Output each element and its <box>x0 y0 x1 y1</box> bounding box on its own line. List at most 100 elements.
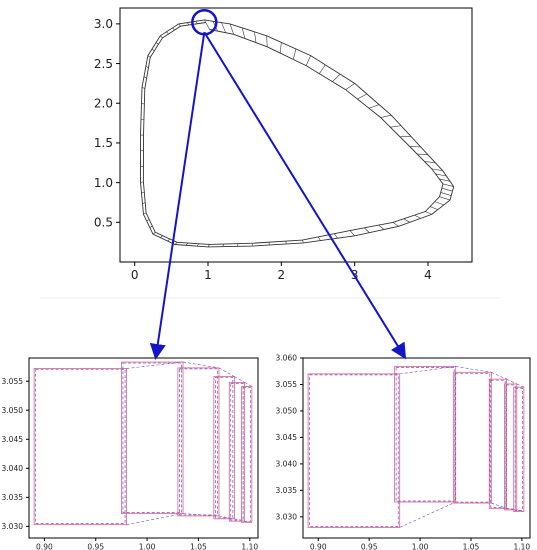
x-tick-label: 1.05 <box>463 543 480 550</box>
series-band-tick <box>143 212 147 215</box>
zoom-box-solid <box>307 373 401 528</box>
series-band-tick <box>160 35 163 39</box>
series-band-tick <box>186 22 190 26</box>
y-tick-label: 3.050 <box>2 406 24 415</box>
x-tick-label: 0.95 <box>361 543 378 550</box>
series-band-tick <box>141 102 145 105</box>
zoom-box-solid <box>121 361 184 515</box>
series-band-tick <box>434 201 444 206</box>
y-tick-label: 1.0 <box>94 176 113 190</box>
series-band-tick <box>439 178 451 182</box>
zoom-box-solid <box>453 371 492 504</box>
x-tick-label: 1.00 <box>139 543 156 550</box>
zoom-connector-bottom <box>399 501 456 528</box>
zoom-box-dashed <box>242 387 251 522</box>
callout-arrows <box>149 31 407 360</box>
zoom-box-dashed <box>35 369 126 524</box>
zoom-box-solid <box>504 383 518 511</box>
zoom-box-solid <box>213 376 235 520</box>
y-tick-label: 3.045 <box>2 435 24 444</box>
series-band-tick <box>149 225 153 228</box>
series-band-tick <box>424 161 436 164</box>
zoom-chart-left: 0.90 0.95 1.00 1.05 1.10 3.030 3.035 3.040 3.045… <box>2 357 259 550</box>
zoom-box-solid <box>241 386 253 523</box>
zoom-box-solid <box>177 367 220 517</box>
series-band-tick <box>172 27 175 31</box>
series-band-tick <box>141 191 145 194</box>
series-band-tick <box>167 238 171 242</box>
series-band-tick <box>241 27 246 39</box>
zoom-box-dashed <box>309 374 399 527</box>
series-band-tick <box>207 244 210 248</box>
y-tick-label: 3.040 <box>2 464 24 473</box>
main-chart: 012340.51.01.52.02.53.0 <box>94 7 473 282</box>
series-band-tick <box>357 93 368 100</box>
y-tick-label: 3.035 <box>276 486 298 495</box>
series-band-tick <box>345 83 355 90</box>
y-tick-label: 3.030 <box>2 522 24 531</box>
x-tick-label: 4 <box>424 268 432 282</box>
x-tick-label: 1 <box>204 268 212 282</box>
y-tick-label: 3.035 <box>2 493 24 502</box>
zoom-connector-top <box>491 372 507 380</box>
series-band-tick <box>435 173 447 177</box>
series-band-tick <box>439 196 451 201</box>
x-tick-label: 0.95 <box>87 543 104 550</box>
x-tick-label: 0.90 <box>310 543 327 550</box>
y-tick-label: 1.5 <box>94 136 113 150</box>
series-band-tick <box>251 243 253 247</box>
y-tick-label: 3.030 <box>276 512 298 521</box>
y-tick-label: 3.055 <box>276 380 298 389</box>
series-band-tick <box>160 235 163 238</box>
y-tick-label: 3.040 <box>276 460 298 469</box>
series-band-tick <box>380 114 392 118</box>
series-band-tick <box>403 218 410 223</box>
zoom-connector-top <box>218 367 235 377</box>
plot-frame <box>119 7 473 263</box>
series-band-tick <box>152 232 156 235</box>
zoom-chart-right: 0.90 0.95 1.00 1.05 1.10 3.030 3.035 3.040 3.045… <box>276 354 531 550</box>
callout-arrow-right <box>203 31 407 360</box>
x-tick-label: 1.00 <box>412 543 429 550</box>
series-band-tick <box>178 23 181 27</box>
zoom-connector-top <box>234 376 245 383</box>
zoom-connector-top <box>244 382 252 387</box>
series-band-tick <box>332 73 341 82</box>
series-band-tick <box>195 21 198 24</box>
series-band-tick <box>155 42 159 45</box>
zoom-connector-top <box>516 383 525 388</box>
plot-frame <box>302 357 531 539</box>
zoom-box-dashed <box>514 387 523 511</box>
series-band-tick <box>399 136 411 138</box>
y-tick-label: 3.055 <box>2 377 24 386</box>
y-tick-label: 2.5 <box>94 57 113 71</box>
series-band-tick <box>414 214 421 219</box>
series-band-tick <box>441 187 453 192</box>
series-band-tick <box>319 64 326 74</box>
series-band-tick <box>279 42 282 54</box>
series-band-tick <box>266 35 268 47</box>
series-band-tick <box>151 48 155 52</box>
zoom-box-solid <box>33 368 127 526</box>
series-band-tick <box>302 239 304 244</box>
series-band-tick <box>305 55 311 66</box>
y-tick-label: 3.045 <box>276 433 298 442</box>
series-band-tick <box>440 192 452 196</box>
callout-arrow-left <box>149 32 206 360</box>
plot-frame <box>28 357 259 539</box>
series-band-tick <box>222 243 225 247</box>
zoom-box-solid <box>394 366 457 503</box>
x-tick-label: 1.10 <box>241 543 258 550</box>
series-band-tick <box>221 22 226 33</box>
series-line-inner <box>142 22 444 245</box>
series-band-tick <box>378 224 385 230</box>
series-band-tick <box>174 242 178 245</box>
zoom-box-dashed <box>395 367 455 502</box>
y-tick-label: 3.0 <box>94 17 113 31</box>
series-band-tick <box>145 65 149 68</box>
series-band-tick <box>292 48 297 60</box>
zoom-connector-top <box>455 366 492 373</box>
zoom-connector-bottom <box>126 513 184 525</box>
series-band-tick <box>429 206 438 210</box>
